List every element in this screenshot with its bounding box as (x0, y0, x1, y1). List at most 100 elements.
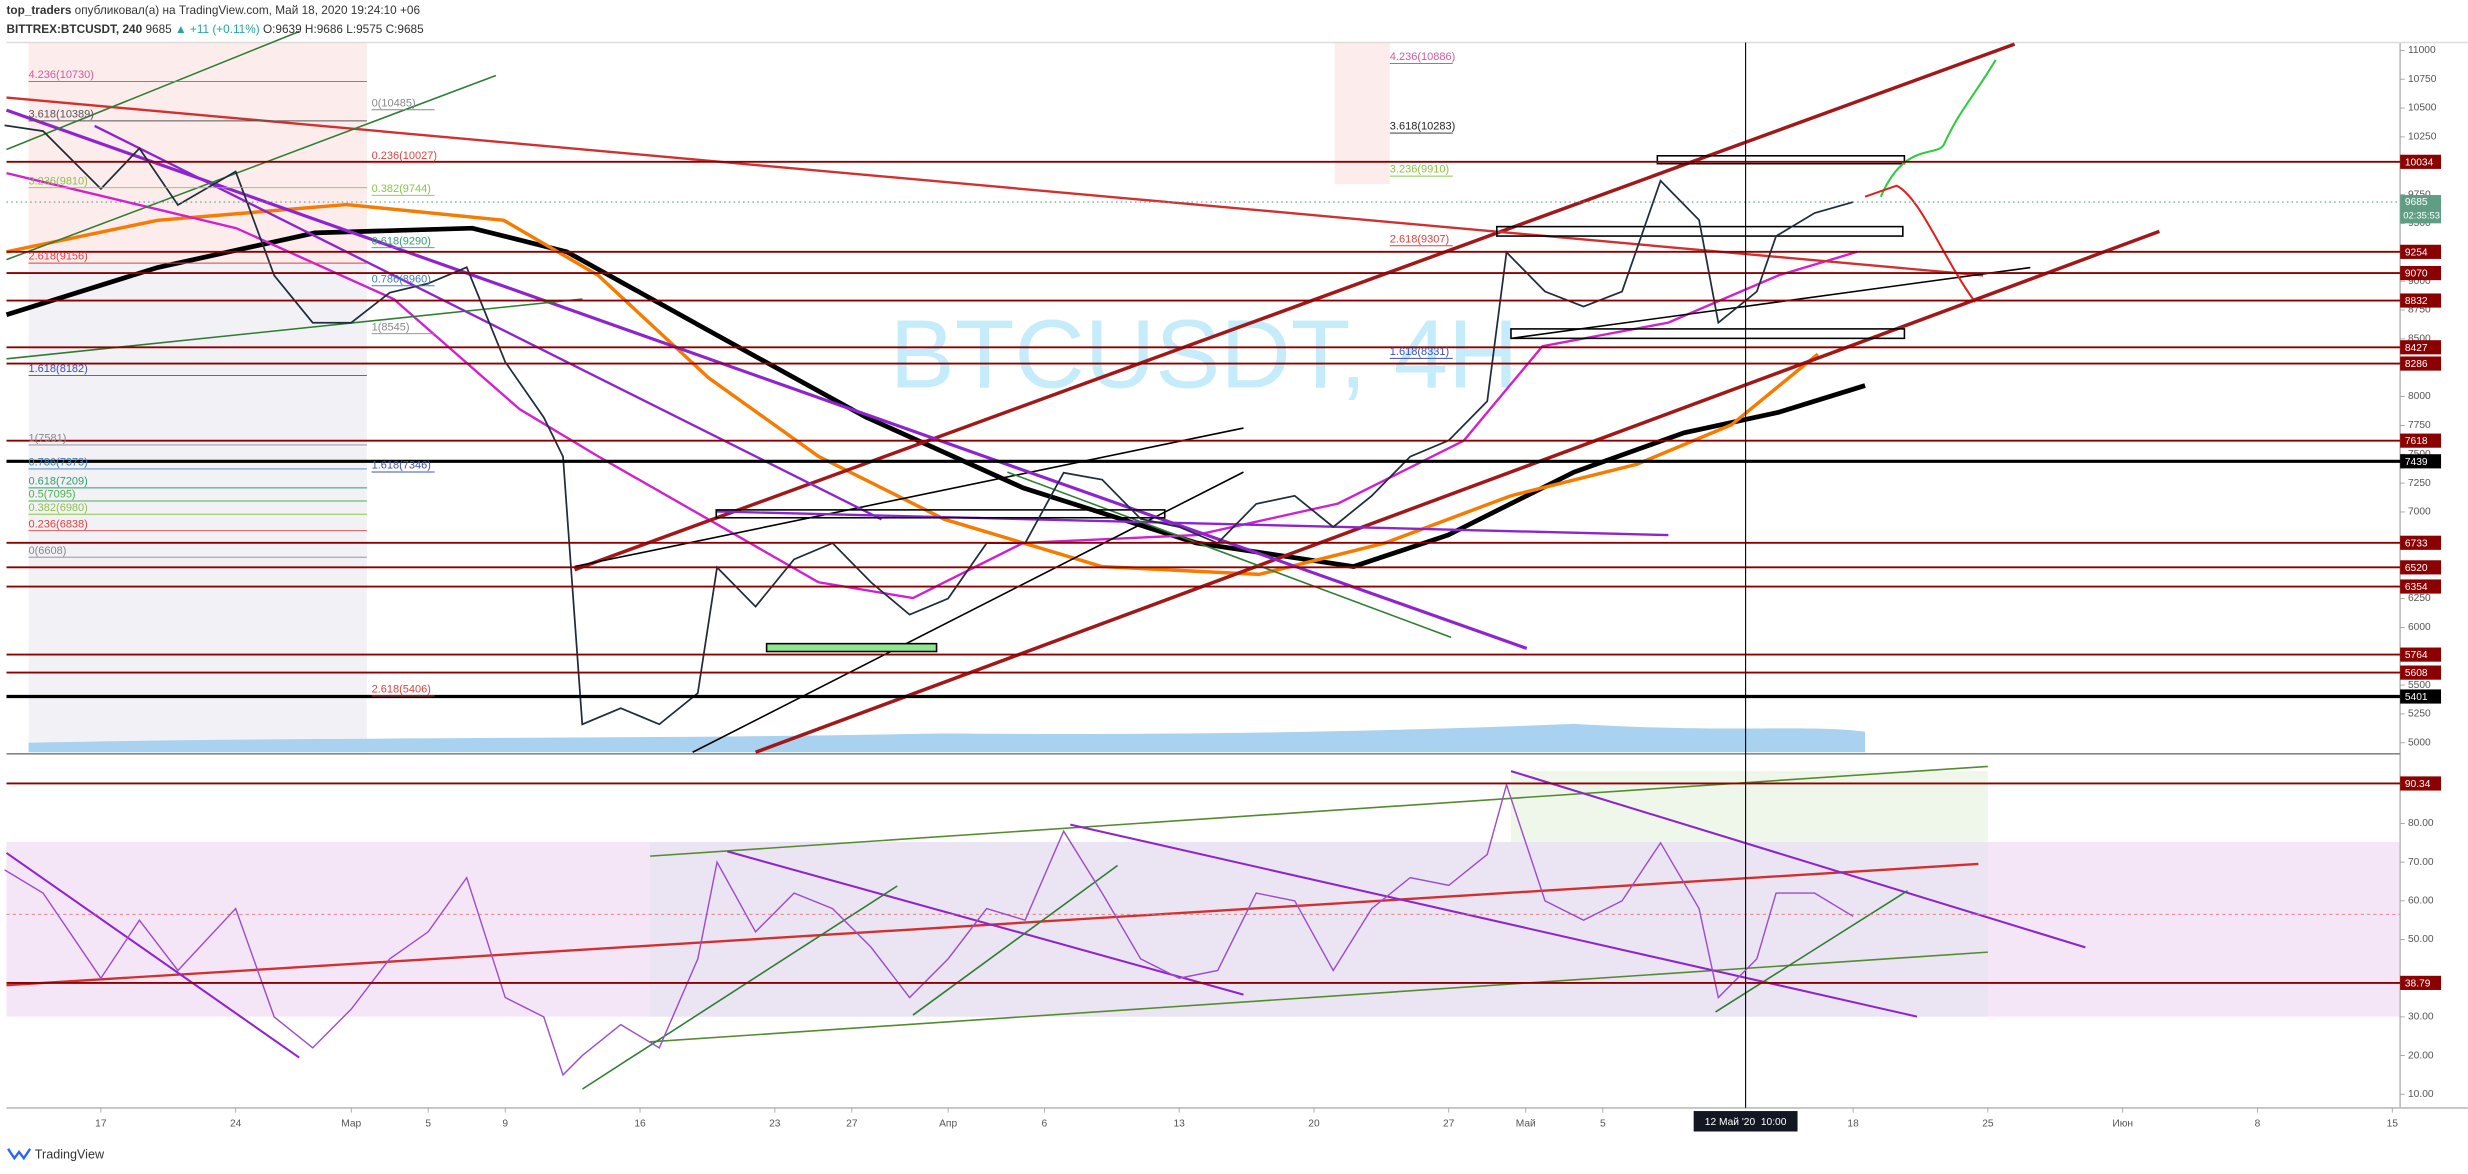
trend-line (754, 229, 2160, 754)
level-label: 8832 (2405, 296, 2428, 307)
price: 9685 (145, 22, 172, 36)
level-label: 5608 (2405, 668, 2428, 679)
fib-label: 3.618(10389) (29, 108, 94, 120)
range-box (765, 642, 938, 653)
fib-label: 2.618(9307) (1390, 233, 1449, 245)
volume (28, 723, 1866, 753)
x-tick-label: Июн (2112, 1118, 2133, 1129)
y-tick-label: 7750 (2408, 420, 2431, 431)
x-tick-label: 25 (1982, 1118, 1994, 1129)
fib-label: 4.236(10730) (29, 69, 94, 81)
fib-label: 0.382(6980) (29, 502, 88, 514)
y-tick-label: 7000 (2408, 507, 2431, 518)
level-tag (2400, 579, 2442, 594)
level-tag (2400, 975, 2442, 990)
countdown: 02:35:53 (2403, 211, 2440, 222)
y-tick-label: 8000 (2408, 391, 2431, 402)
last-price-tag (2400, 195, 2442, 224)
y-tick-label: 11000 (2408, 45, 2436, 56)
trend-line (716, 510, 1669, 537)
y-tick-label: 7250 (2408, 478, 2431, 489)
level-tag (2400, 340, 2442, 355)
y-tick-label: 60.00 (2408, 896, 2434, 907)
rsi-trend (5, 852, 300, 1059)
header: top_traders опубликовал(а) на TradingVie… (6, 3, 420, 17)
level-label: 9070 (2405, 269, 2428, 280)
level-label: 8286 (2405, 359, 2428, 370)
level-label: 6354 (2405, 582, 2428, 593)
logo[interactable] (7, 1148, 32, 1161)
x-tick-label: 8 (2255, 1118, 2261, 1129)
x-tick-label: Май (1516, 1118, 1536, 1129)
ohlc: L:9575 (346, 22, 383, 36)
y-tick-label: 10250 (2408, 132, 2437, 143)
x-tick-label: 18 (1847, 1118, 1859, 1129)
fib-label: 0(6608) (29, 545, 67, 557)
forecast-arrow (1879, 59, 1997, 198)
y-tick-label: 9500 (2408, 218, 2431, 229)
ohlc: C:9685 (386, 22, 424, 36)
published: опубликовал(а) на TradingView.com, Май 1… (71, 3, 420, 17)
rsi-trend (1715, 890, 1908, 1013)
change: ▲ +11 (+0.11%) (175, 22, 260, 36)
level-tag (2400, 535, 2442, 550)
trend-line (94, 124, 883, 521)
range-box (1656, 155, 1906, 165)
ma-line (6, 202, 1819, 577)
level-label: 7618 (2405, 436, 2428, 447)
trend-line (1007, 471, 1452, 639)
level-label: 5401 (2405, 692, 2428, 703)
level-tag (2400, 776, 2442, 791)
forecast-arrow (1864, 184, 1977, 303)
fib-label: 0.618(9290) (372, 235, 431, 247)
trend-line (692, 471, 1244, 753)
trend-line (6, 30, 300, 151)
fib-zone (28, 42, 367, 263)
level-tag (2400, 154, 2442, 169)
trend-line (1510, 266, 2031, 340)
level-tag (2400, 647, 2442, 662)
rsi-trend (1070, 823, 1918, 1018)
fib-label: 4.236(10886) (1390, 51, 1455, 63)
x-tick-label: 13 (1173, 1118, 1185, 1129)
range-box (1510, 328, 1906, 340)
y-tick-label: 10.00 (2408, 1089, 2434, 1100)
x-tick-label: 15 (2387, 1118, 2399, 1129)
level-label: 8427 (2405, 343, 2428, 354)
fib-label: 3.236(9810) (29, 175, 88, 187)
ohlc: O:9639 (263, 22, 302, 36)
y-tick-label: 20.00 (2408, 1050, 2434, 1061)
fib-zone (28, 262, 367, 753)
rsi-trend (912, 864, 1119, 1016)
y-tick-label: 5000 (2408, 737, 2431, 748)
x-tick-label: 24 (230, 1118, 242, 1129)
footer[interactable]: TradingView (35, 1147, 105, 1161)
x-tick-label: 5 (1600, 1118, 1606, 1129)
fib-label: 0.618(7209) (29, 475, 88, 487)
x-tick-label: 23 (769, 1118, 781, 1129)
trend-line (6, 298, 583, 360)
y-tick-label: 9750 (2408, 189, 2431, 200)
y-tick-label: 6250 (2408, 593, 2431, 604)
range-box (715, 509, 1166, 519)
rsi-trend (650, 765, 1988, 857)
y-tick-label: 30.00 (2408, 1012, 2434, 1023)
trend-line (574, 42, 2016, 572)
level-tag (2400, 433, 2442, 448)
level-tag (2400, 665, 2442, 680)
ma-line (5, 225, 1866, 569)
level-label: 6733 (2405, 538, 2428, 549)
watermark: BTCUSDT, 4H (890, 300, 1519, 409)
fib-zone (1334, 42, 1390, 185)
x-tick-label: 20 (1308, 1118, 1320, 1129)
fib-label: 0.786(8960) (372, 273, 431, 285)
y-tick-label: 8750 (2408, 305, 2431, 316)
rsi-trend (650, 951, 1988, 1043)
x-tick-label: 5 (425, 1118, 431, 1129)
level-tag (2400, 689, 2442, 704)
y-tick-label: 6000 (2408, 622, 2431, 633)
fib-label: 0(10485) (372, 97, 416, 109)
